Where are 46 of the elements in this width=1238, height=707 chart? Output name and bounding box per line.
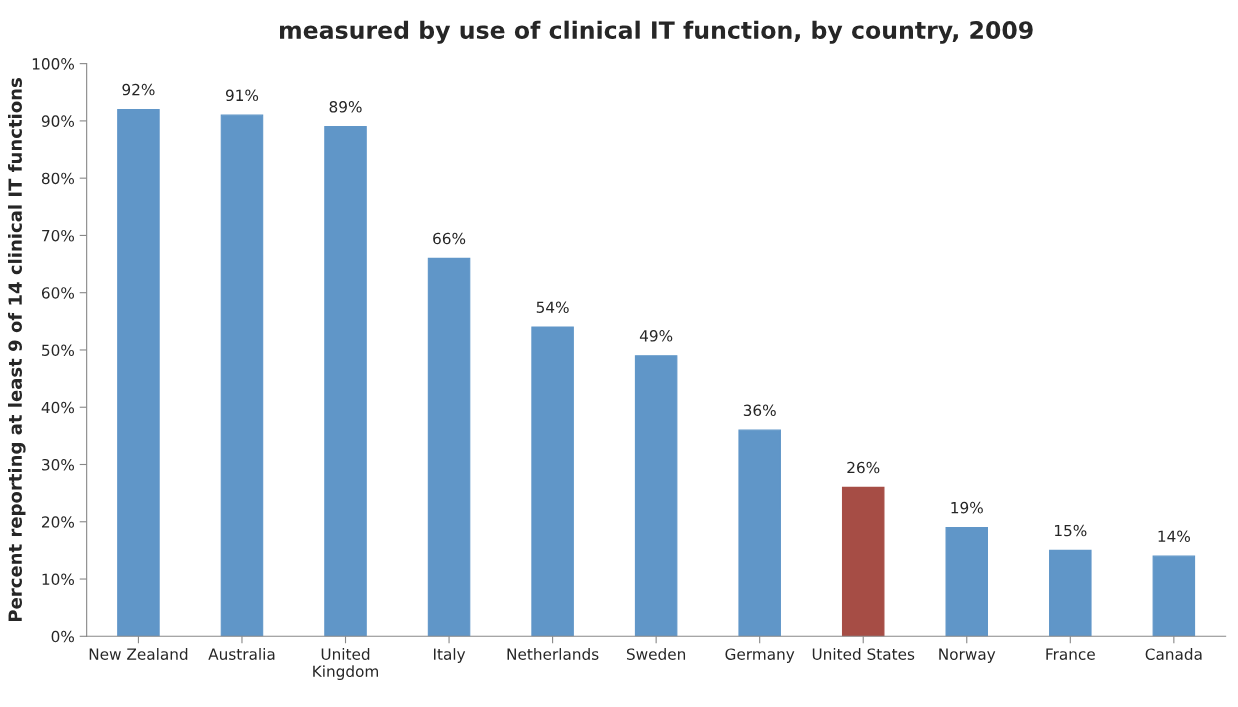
data-label: 14% <box>1158 530 1190 543</box>
bar <box>945 526 989 637</box>
bar <box>220 114 264 637</box>
data-label: 15% <box>1055 524 1087 537</box>
bar <box>1152 555 1196 637</box>
y-tick-label: 70% <box>42 229 75 242</box>
y-tick-label: 20% <box>42 516 75 528</box>
bar <box>117 108 160 637</box>
y-tick-label: 100% <box>32 58 75 70</box>
x-tick-label: Italy <box>433 648 466 663</box>
data-label: 91% <box>225 89 259 102</box>
bar <box>634 355 678 637</box>
y-tick-label: 90% <box>41 115 75 127</box>
data-label: 66% <box>433 232 466 245</box>
x-tick-label: United Kingdom <box>313 648 378 680</box>
bar <box>324 126 367 637</box>
y-tick-label: 80% <box>41 172 75 185</box>
data-label: 92% <box>122 83 155 96</box>
x-tick-label: United States <box>812 648 915 660</box>
chart-title: measured by use of clinical IT function, by country, 2009 <box>280 20 1033 44</box>
y-tick-label: 0% <box>51 630 75 643</box>
x-tick-label: Netherlands <box>507 648 599 660</box>
data-label: 49% <box>639 330 673 342</box>
y-tick-label: 40% <box>41 401 75 414</box>
data-label: 89% <box>329 101 362 113</box>
y-tick-label: 60% <box>41 287 75 299</box>
bar <box>531 326 574 637</box>
bar <box>738 429 781 637</box>
data-label: 54% <box>536 301 569 313</box>
x-tick-label: Australia <box>208 648 275 660</box>
x-tick-label: Canada <box>1145 648 1202 660</box>
data-label: 26% <box>847 461 880 474</box>
x-tick-label: Sweden <box>626 648 686 660</box>
y-tick-label: 50% <box>42 344 75 356</box>
y-tick-label: 10% <box>42 573 75 586</box>
y-tick-label: 30% <box>42 458 75 471</box>
x-tick-label: France <box>1046 648 1095 660</box>
x-tick-label: Norway <box>939 648 996 663</box>
x-tick-label: Germany <box>725 648 795 663</box>
data-label: 19% <box>951 501 983 514</box>
bar <box>1049 549 1092 637</box>
bar <box>427 257 471 637</box>
bar <box>841 486 885 637</box>
data-label: 36% <box>743 404 776 417</box>
y-axis-title: Percent reporting at least 9 of 14 clinical IT functions <box>8 78 26 622</box>
x-tick-label: New Zealand <box>89 648 188 660</box>
